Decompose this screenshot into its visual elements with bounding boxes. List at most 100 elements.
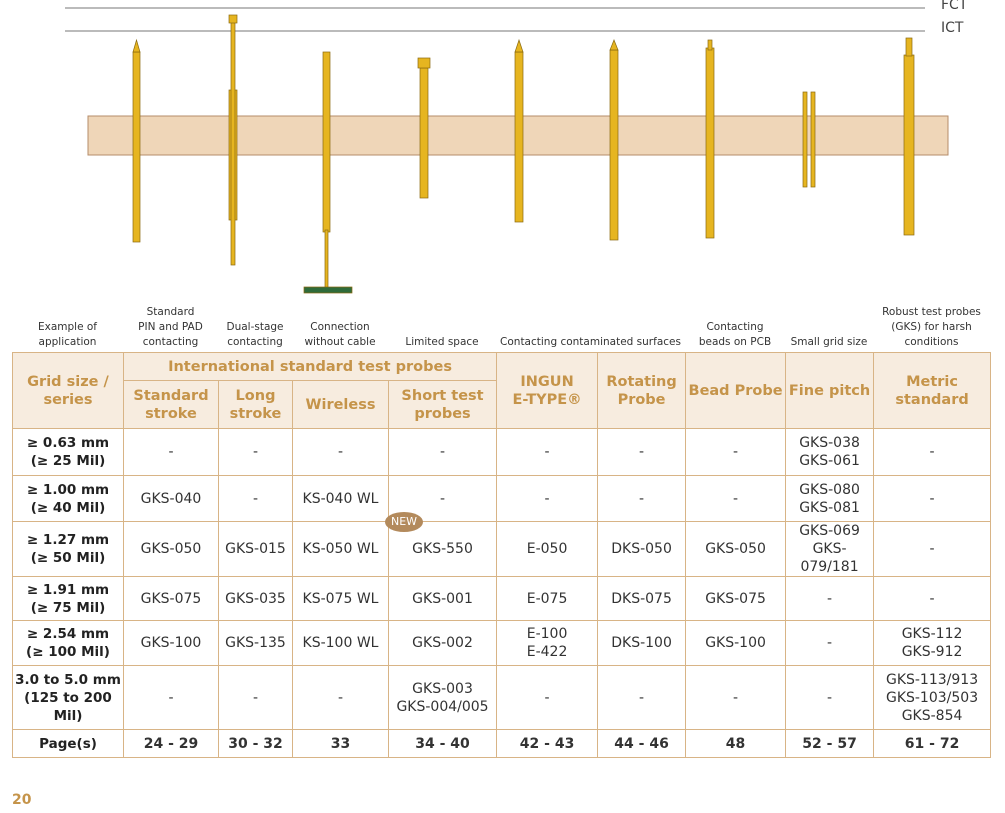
table-cell: -	[597, 475, 687, 522]
table-cell: -	[496, 665, 599, 730]
table-cell: E-100 E-422	[496, 620, 599, 666]
table-cell: GKS-003 GKS-004/005	[387, 665, 498, 730]
table-row: ≥ 1.27 mm (≥ 50 Mil) GKS-050 GKS-015 KS-050…	[12, 521, 992, 577]
row-header: ≥ 2.54 mm (≥ 100 Mil)	[12, 620, 124, 666]
table-cell: -	[218, 475, 293, 522]
application-captions: Example of application Standard PIN and P…	[12, 296, 990, 350]
application-caption: Small grid size	[790, 336, 868, 348]
table-row: ≥ 0.63 mm (≥ 25 Mil) - - - - - - - GKS-038 GKS-0…	[12, 428, 992, 476]
table-cell: DKS-050	[597, 521, 687, 577]
table-cell: -	[873, 475, 992, 522]
row-header: ≥ 0.63 mm (≥ 25 Mil)	[12, 428, 124, 476]
table-cell: 52 - 57	[785, 729, 875, 758]
table-cell: -	[292, 428, 389, 476]
table-row: 3.0 to 5.0 mm (125 to 200 Mil) - - - GKS-003…	[12, 665, 992, 730]
row-header: ≥ 1.91 mm (≥ 75 Mil)	[12, 576, 124, 621]
ict-label: ICT	[941, 20, 964, 36]
table-cell: 30 - 32	[218, 729, 293, 758]
table-cell: GKS-069 GKS-079/181	[785, 521, 875, 577]
table-cell: GKS-100	[685, 620, 787, 666]
row-header: ≥ 1.00 mm (≥ 40 Mil)	[12, 475, 124, 522]
table-cell: 42 - 43	[496, 729, 599, 758]
application-caption: Example of application	[37, 321, 97, 348]
table-cell: GKS-075	[123, 576, 219, 621]
probe-illustration	[65, 7, 949, 294]
application-caption: Robust test probes (GKS) for harsh condi…	[882, 306, 981, 348]
table-row: ≥ 1.00 mm (≥ 40 Mil) GKS-040- KS-040 WL - - -…	[12, 475, 992, 522]
table-cell: GKS-050	[685, 521, 787, 577]
table-cell: GKS-015	[218, 521, 293, 577]
table-cell: GKS-040	[123, 475, 219, 522]
table-cell: GKS-080 GKS-081	[785, 475, 875, 522]
column-header: Bead Probe	[685, 352, 787, 429]
row-header: 3.0 to 5.0 mm (125 to 200 Mil)	[12, 665, 124, 730]
column-header: Fine pitch	[785, 352, 875, 429]
table-cell: -	[496, 475, 599, 522]
table-cell: -	[597, 665, 687, 730]
table-cell: -	[873, 428, 992, 476]
table-cell: 61 - 72	[873, 729, 992, 758]
table-cell: 33	[292, 729, 389, 758]
table-cell: -	[873, 576, 992, 621]
table-cell: GKS-001	[387, 576, 498, 621]
table-cell: -	[218, 665, 293, 730]
table-cell: KS-050 WL	[292, 521, 389, 577]
table-cell: GKS-113/913 GKS-103/503 GKS-854	[873, 665, 992, 730]
table-cell: GKS-100	[123, 620, 219, 666]
column-header: Short test probes	[387, 380, 498, 429]
table-cell: -	[685, 475, 787, 522]
table-cell: -	[785, 576, 875, 621]
application-caption: Limited space	[405, 336, 479, 348]
group-header: International standard test probes	[122, 352, 498, 381]
probe-table: Grid size / series International standard…	[12, 352, 992, 758]
table-cell: GKS-075	[685, 576, 787, 621]
new-badge: NEW	[385, 512, 423, 532]
table-row: Page(s) 24 - 29 30 - 32 33 34 - 40 42 - 43 44 …	[12, 729, 992, 758]
table-cell: 48	[685, 729, 787, 758]
column-header: INGUN E-TYPE®	[496, 352, 599, 429]
column-header: Metric standard	[873, 352, 992, 429]
column-header: Rotating Probe	[597, 352, 687, 429]
application-caption: Connection without cable	[304, 321, 376, 348]
table-cell: GKS-112 GKS-912	[873, 620, 992, 666]
table-cell: GKS-035	[218, 576, 293, 621]
table-row: ≥ 1.91 mm (≥ 75 Mil) GKS-075 GKS-035 KS-075…	[12, 576, 992, 621]
fct-label: FCT	[941, 0, 968, 13]
table-cell: KS-075 WL	[292, 576, 389, 621]
table-cell: -	[685, 665, 787, 730]
table-cell: GKS-002	[387, 620, 498, 666]
probes	[132, 14, 915, 294]
page-number: 20	[12, 792, 32, 808]
table-cell: GKS-135	[218, 620, 293, 666]
table-cell: 24 - 29	[123, 729, 219, 758]
row-header: ≥ 1.27 mm (≥ 50 Mil)	[12, 521, 124, 577]
table-cell: 34 - 40	[387, 729, 498, 758]
table-cell: -	[785, 665, 875, 730]
table-cell: KS-040 WL	[292, 475, 389, 522]
table-cell: -	[218, 428, 293, 476]
column-header: Standard stroke	[123, 380, 219, 429]
table-cell: E-075	[496, 576, 599, 621]
column-header: Wireless	[292, 380, 389, 429]
table-cell: GKS-038 GKS-061	[785, 428, 875, 476]
table-row: ≥ 2.54 mm (≥ 100 Mil) GKS-100 GKS-135 KS-10…	[12, 620, 992, 666]
table-cell: -	[597, 428, 687, 476]
corner-header: Grid size / series	[12, 352, 124, 429]
table-cell: E-050	[496, 521, 599, 577]
table-cell: GKS-050	[123, 521, 219, 577]
table-cell: -	[292, 665, 389, 730]
row-header: Page(s)	[12, 729, 124, 758]
application-caption: Contacting contaminated surfaces	[500, 336, 681, 348]
application-caption: Contacting beads on PCB	[698, 321, 772, 348]
table-cell: -	[685, 428, 787, 476]
table-cell: -	[496, 428, 599, 476]
table-cell: DKS-075	[597, 576, 687, 621]
table-cell: -	[785, 620, 875, 666]
table-cell: -	[387, 428, 498, 476]
table-cell: -	[873, 521, 992, 577]
table-cell: DKS-100	[597, 620, 687, 666]
table-cell: -	[123, 665, 219, 730]
table-cell: KS-100 WL	[292, 620, 389, 666]
table-cell: -	[123, 428, 219, 476]
